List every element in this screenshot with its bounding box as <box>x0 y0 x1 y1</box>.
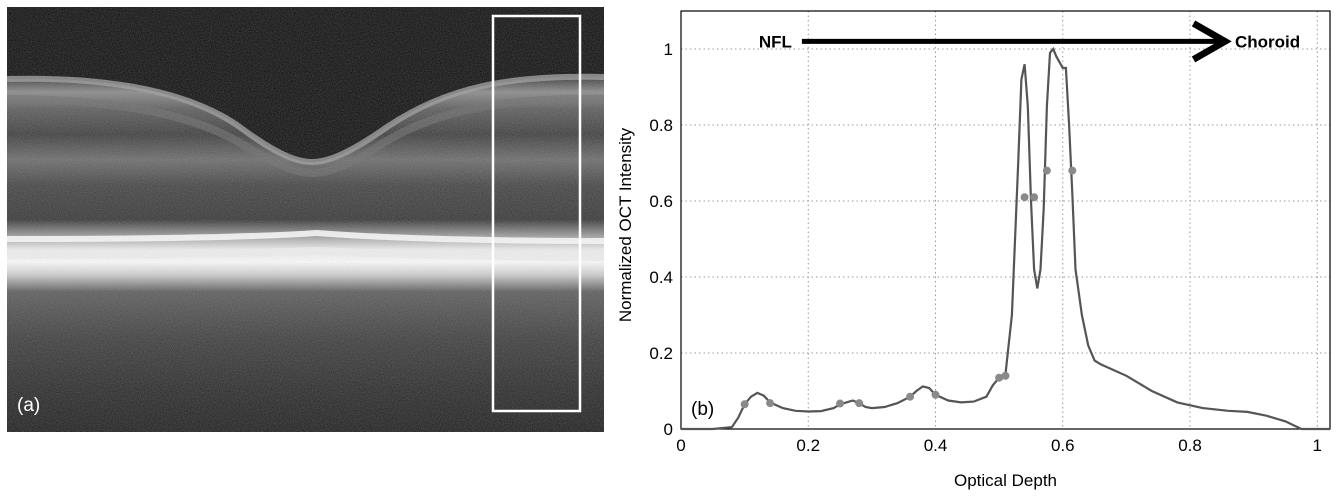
sample-marker <box>931 390 940 399</box>
sample-marker <box>1001 371 1010 380</box>
sample-marker <box>1030 193 1039 202</box>
panel-b-label: (b) <box>691 399 714 420</box>
x-tick-label: 0.2 <box>796 436 820 455</box>
x-tick-label: 0 <box>676 436 685 455</box>
sample-marker <box>1020 193 1029 202</box>
oct-bscan-image: (a) <box>6 7 605 432</box>
y-tick-label: 0 <box>664 420 673 439</box>
sample-marker <box>855 399 864 408</box>
sample-marker <box>740 400 749 409</box>
intensity-profile-chart: 0 0.2 0.4 0.6 0.8 1 0 0.2 0.4 0.6 0.8 1 NFL Choroid… <box>612 0 1337 493</box>
sample-marker <box>1042 166 1051 175</box>
annotation-start-label: NFL <box>759 32 792 51</box>
x-tick-label: 0.6 <box>1051 436 1075 455</box>
panel-a-label: (a) <box>17 395 41 416</box>
y-tick-label: 0.4 <box>649 268 673 287</box>
sample-marker <box>906 392 915 401</box>
y-tick-label: 0.6 <box>649 192 673 211</box>
sample-marker <box>766 399 775 408</box>
y-tick-label: 0.8 <box>649 116 673 135</box>
sample-markers <box>740 166 1077 409</box>
y-tick-label: 0.2 <box>649 344 673 363</box>
x-axis-label: Optical Depth <box>954 471 1057 490</box>
chart-svg: 0 0.2 0.4 0.6 0.8 1 0 0.2 0.4 0.6 0.8 1 NFL Choroid… <box>616 10 1331 490</box>
plot-frame <box>680 10 1331 430</box>
x-tick-label: 0.8 <box>1178 436 1202 455</box>
sample-marker <box>1068 166 1077 175</box>
y-axis-label: Normalized OCT Intensity <box>616 127 635 322</box>
y-tick-label: 1 <box>664 40 673 59</box>
sample-marker <box>995 373 1004 382</box>
annotation-end-label: Choroid <box>1235 32 1300 51</box>
sample-marker <box>836 399 845 408</box>
x-tick-label: 0.4 <box>924 436 948 455</box>
axis-ticks: 0 0.2 0.4 0.6 0.8 1 0 0.2 0.4 0.6 0.8 1 <box>649 40 1322 455</box>
x-tick-label: 1 <box>1313 436 1322 455</box>
